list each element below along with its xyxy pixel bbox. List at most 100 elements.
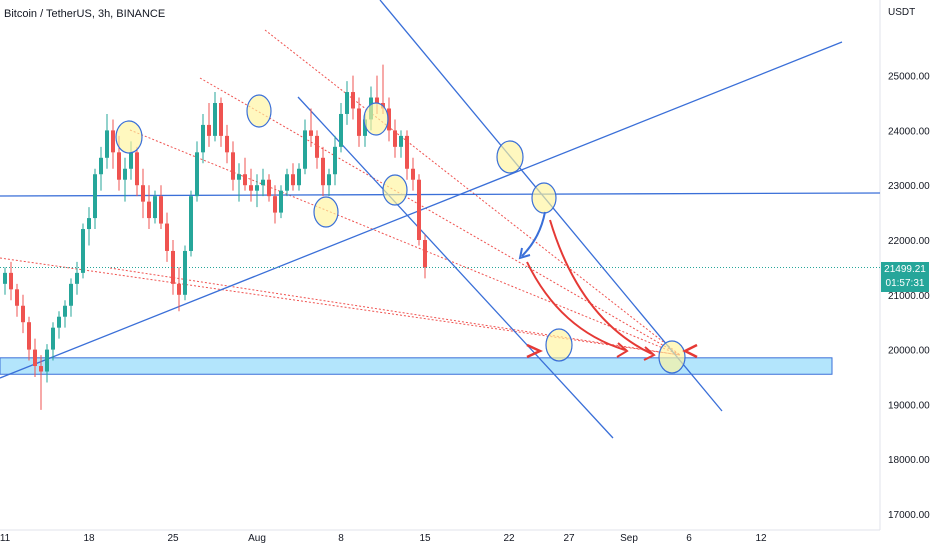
y-tick-label: 22000.00 bbox=[888, 236, 930, 247]
blue-trendline bbox=[297, 96, 614, 439]
candle-body bbox=[3, 272, 7, 284]
candle-body bbox=[375, 97, 379, 103]
candle-body bbox=[45, 349, 49, 372]
y-tick-label: 23000.00 bbox=[888, 181, 930, 192]
candle-body bbox=[81, 229, 85, 273]
candle-body bbox=[333, 146, 337, 175]
candle-body bbox=[117, 152, 121, 180]
candle-body bbox=[237, 174, 241, 180]
candle-body bbox=[33, 349, 37, 367]
x-tick-label: Sep bbox=[620, 533, 638, 544]
candle-body bbox=[87, 218, 91, 230]
red-arrow bbox=[549, 219, 653, 355]
candle-body bbox=[357, 108, 361, 136]
candle-body bbox=[105, 130, 109, 158]
candle-body bbox=[51, 327, 55, 350]
dotted-trendline bbox=[109, 267, 681, 356]
candle-body bbox=[189, 196, 193, 251]
x-tick-label: 11 bbox=[0, 533, 11, 544]
y-tick-label: 24000.00 bbox=[888, 126, 930, 137]
highlight-circle bbox=[545, 328, 573, 362]
candle-body bbox=[123, 168, 127, 180]
candle-body bbox=[279, 190, 283, 213]
x-tick-label: 6 bbox=[686, 533, 692, 544]
candle-body bbox=[303, 130, 307, 169]
red-arrow-head bbox=[616, 342, 629, 358]
x-tick-label: 12 bbox=[755, 533, 767, 544]
y-tick-label: 21000.00 bbox=[888, 291, 930, 302]
candle-body bbox=[417, 179, 421, 240]
candle-body bbox=[225, 135, 229, 153]
candle-body bbox=[261, 179, 265, 186]
x-tick-label: 8 bbox=[338, 533, 344, 544]
candle-body bbox=[393, 130, 397, 147]
highlight-circle bbox=[313, 196, 339, 228]
blue-arrow bbox=[521, 211, 546, 257]
highlight-circle bbox=[115, 120, 143, 154]
candle-body bbox=[363, 119, 367, 136]
candle-body bbox=[27, 322, 31, 350]
x-tick-label: 22 bbox=[503, 533, 515, 544]
candle-body bbox=[327, 174, 331, 186]
candle-body bbox=[411, 168, 415, 180]
chart-title: Bitcoin / TetherUS, 3h, BINANCE bbox=[4, 8, 166, 20]
candle-body bbox=[93, 174, 97, 219]
candle-body bbox=[129, 152, 133, 169]
candle-body bbox=[207, 124, 211, 136]
candle-body bbox=[177, 283, 181, 295]
candle-countdown: 01:57:31 bbox=[885, 278, 925, 289]
highlight-circle bbox=[496, 140, 524, 174]
highlight-circle bbox=[382, 174, 408, 206]
y-tick-label: 25000.00 bbox=[888, 72, 930, 83]
red-arrow bbox=[526, 261, 626, 351]
blue-trendline bbox=[0, 192, 881, 197]
candle-body bbox=[63, 305, 67, 317]
candle-body bbox=[39, 366, 43, 372]
candle-body bbox=[165, 223, 169, 251]
candle-body bbox=[231, 152, 235, 180]
candle-body bbox=[15, 289, 19, 306]
candle-body bbox=[9, 272, 13, 290]
x-tick-label: Aug bbox=[248, 533, 266, 544]
candle-body bbox=[183, 250, 187, 295]
candle-body bbox=[273, 196, 277, 213]
last-price-tag: 21499.21 01:57:31 bbox=[881, 262, 929, 292]
candle-body bbox=[267, 179, 271, 197]
candle-body bbox=[201, 124, 205, 153]
candle-body bbox=[315, 135, 319, 158]
candle-body bbox=[147, 201, 151, 219]
candle-body bbox=[249, 185, 253, 191]
x-tick-label: 15 bbox=[419, 533, 431, 544]
candle-body bbox=[309, 130, 313, 136]
dotted-trendline bbox=[0, 257, 681, 356]
candle-body bbox=[405, 135, 409, 169]
candle-body bbox=[399, 135, 403, 147]
candle-body bbox=[69, 283, 73, 306]
candle-body bbox=[423, 240, 427, 268]
dotted-trendline bbox=[129, 129, 681, 356]
candle-body bbox=[345, 92, 349, 114]
highlight-circle bbox=[246, 94, 272, 128]
x-tick-label: 25 bbox=[167, 533, 179, 544]
candle-body bbox=[111, 130, 115, 153]
candle-body bbox=[195, 152, 199, 197]
price-unit: USDT bbox=[888, 7, 916, 18]
red-arrow-head bbox=[643, 346, 656, 361]
support-zone bbox=[0, 357, 833, 375]
x-tick-label: 27 bbox=[563, 533, 575, 544]
highlight-circle bbox=[658, 340, 686, 374]
red-marker-left bbox=[682, 343, 698, 359]
x-tick-label: 18 bbox=[83, 533, 95, 544]
candle-body bbox=[57, 316, 61, 328]
candle-body bbox=[243, 174, 247, 186]
candle-body bbox=[285, 174, 289, 191]
candle-body bbox=[99, 157, 103, 175]
candle-body bbox=[159, 196, 163, 224]
candle-body bbox=[339, 113, 343, 147]
highlight-circle bbox=[363, 102, 389, 136]
dotted-trendline bbox=[199, 77, 681, 356]
candle-body bbox=[351, 92, 355, 109]
candle-body bbox=[321, 157, 325, 186]
